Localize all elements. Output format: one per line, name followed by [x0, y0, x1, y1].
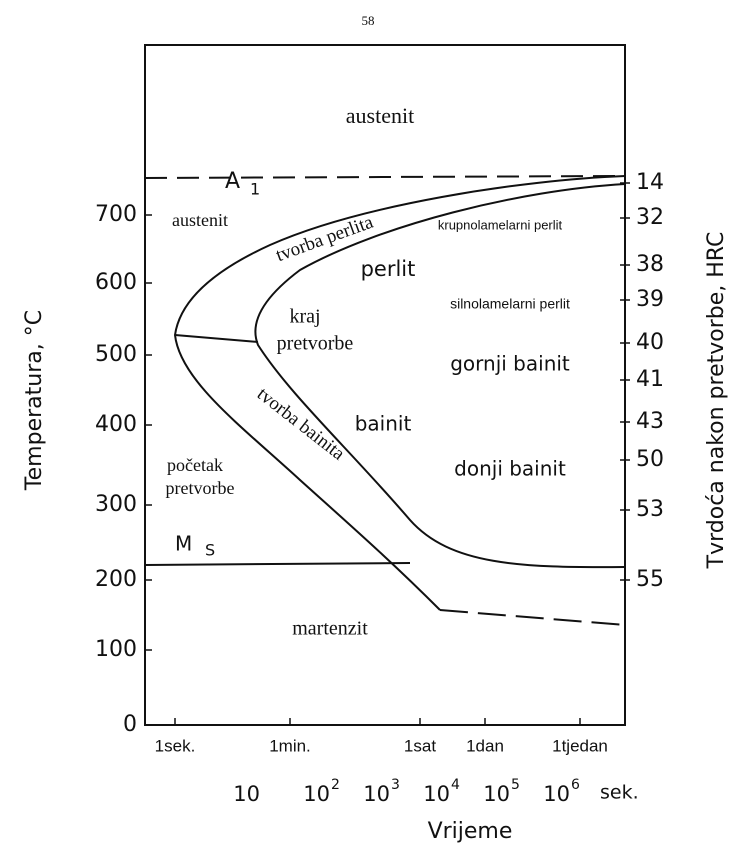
region-label: bainit: [355, 412, 412, 436]
region-label: kraj: [289, 306, 320, 328]
y-tick-label: 500: [95, 342, 137, 367]
martensite-boundary: [439, 609, 626, 626]
hrc-tick-label: 39: [636, 287, 664, 312]
y-title: Temperatura, °C: [22, 310, 47, 491]
plot-frame: [144, 44, 626, 726]
seconds-exp: 4: [451, 777, 460, 793]
hrc-tick-label: 32: [636, 205, 664, 230]
y-tick-label: 700: [95, 202, 137, 227]
y2-title: Tvrdoća nakon pretvorbe, HRC: [704, 232, 729, 570]
seconds-exp: 3: [391, 777, 400, 793]
region-label: pretvorbe: [166, 478, 235, 498]
ms-line: [144, 562, 411, 566]
hrc-tick-label: 41: [636, 367, 664, 392]
y-tick-label: 300: [95, 492, 137, 517]
y-tick-label: 600: [95, 270, 137, 295]
region-label: tvorba bainita: [253, 384, 349, 466]
x-title: Vrijeme: [428, 819, 513, 844]
region-label: početak: [167, 455, 223, 475]
region-label: gornji bainit: [450, 352, 570, 376]
seconds-exp: 6: [571, 777, 580, 793]
region-label: A: [225, 169, 240, 194]
region-label: austenit: [172, 210, 228, 230]
region-label: 1: [250, 180, 260, 199]
time-label: 1sek.: [155, 736, 196, 755]
hrc-tick-label: 50: [636, 447, 664, 472]
region-label: perlit: [361, 257, 416, 281]
seconds-base: 10: [303, 782, 330, 806]
finish-curve: [254, 183, 626, 569]
region-label: martenzit: [292, 618, 368, 640]
region-label: S: [205, 541, 215, 560]
time-label: 1dan: [466, 736, 504, 755]
seconds-base: 10: [233, 782, 260, 806]
seconds-base: 10: [543, 782, 570, 806]
time-label: 1min.: [269, 736, 311, 755]
time-label: 1sat: [404, 736, 436, 755]
hrc-tick-label: 43: [636, 409, 664, 434]
y-tick-label: 400: [95, 412, 137, 437]
region-label: krupnolamelarni perlit: [438, 217, 563, 232]
y-tick-label: 0: [123, 712, 137, 737]
hrc-tick-label: 55: [636, 567, 664, 592]
region-label: silnolamelarni perlit: [450, 296, 570, 312]
time-label: 1tjedan: [552, 736, 608, 755]
a1-line: [144, 175, 626, 179]
hrc-tick-label: 38: [636, 252, 664, 277]
nose-line: [174, 334, 259, 343]
page-number: 58: [362, 13, 375, 28]
seconds-exp: 5: [511, 777, 520, 793]
hrc-tick-label: 14: [636, 170, 664, 195]
region-label: donji bainit: [454, 457, 566, 481]
seconds-unit: sek.: [600, 782, 639, 804]
region-label: pretvorbe: [277, 333, 354, 355]
y-tick-label: 100: [95, 637, 137, 662]
y-tick-label: 200: [95, 567, 137, 592]
seconds-base: 10: [483, 782, 510, 806]
seconds-exp: 2: [331, 777, 340, 793]
hrc-tick-label: 40: [636, 330, 664, 355]
hrc-tick-label: 53: [636, 497, 664, 522]
region-label: M: [175, 532, 192, 556]
seconds-base: 10: [363, 782, 390, 806]
region-label: austenit: [346, 103, 414, 128]
start-curve: [173, 175, 626, 611]
seconds-base: 10: [423, 782, 450, 806]
